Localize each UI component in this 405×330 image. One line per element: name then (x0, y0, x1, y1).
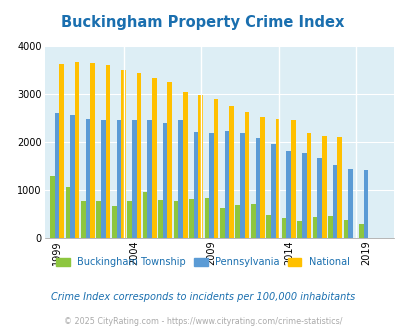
Bar (143, 192, 147, 238)
Bar (70, 115, 75, 238)
Bar (363, 170, 367, 238)
Bar (158, 200, 162, 238)
Bar (178, 120, 183, 238)
Bar (317, 158, 321, 238)
Bar (321, 136, 326, 238)
Bar (121, 70, 126, 238)
Bar (105, 65, 110, 238)
Bar (189, 199, 193, 238)
Bar (112, 206, 116, 238)
Bar (136, 73, 141, 238)
Bar (132, 120, 136, 238)
Bar (358, 224, 363, 238)
Bar (50, 176, 55, 238)
Bar (220, 208, 224, 238)
Bar (343, 220, 347, 238)
Bar (266, 214, 270, 238)
Bar (286, 150, 290, 238)
Bar (162, 123, 167, 238)
Bar (65, 187, 70, 238)
Text: © 2025 CityRating.com - https://www.cityrating.com/crime-statistics/: © 2025 CityRating.com - https://www.city… (64, 317, 341, 326)
Bar (347, 169, 352, 238)
Bar (250, 204, 255, 238)
Bar (270, 144, 275, 238)
Bar (235, 205, 239, 238)
Bar (337, 137, 341, 238)
Bar (193, 132, 198, 238)
Bar (75, 62, 79, 238)
Bar (255, 138, 260, 238)
Bar (296, 221, 301, 238)
Bar (290, 120, 295, 238)
Bar (81, 201, 85, 238)
Bar (85, 119, 90, 238)
Bar (312, 216, 317, 238)
Bar (281, 217, 286, 238)
Bar (55, 113, 59, 238)
Bar (59, 64, 64, 238)
Bar (306, 133, 310, 238)
Bar (301, 153, 306, 238)
Bar (224, 131, 229, 238)
Bar (90, 63, 95, 238)
Bar (101, 120, 105, 238)
Bar (147, 120, 151, 238)
Bar (127, 201, 132, 238)
Bar (213, 99, 218, 238)
Bar (167, 82, 172, 238)
Bar (260, 117, 264, 238)
Bar (209, 133, 213, 238)
Bar (275, 119, 279, 238)
Bar (204, 198, 209, 238)
Text: Crime Index corresponds to incidents per 100,000 inhabitants: Crime Index corresponds to incidents per… (51, 292, 354, 302)
Bar (116, 120, 121, 238)
Bar (239, 133, 244, 238)
Text: Buckingham Property Crime Index: Buckingham Property Crime Index (61, 15, 344, 30)
Bar (183, 92, 187, 238)
Bar (229, 106, 233, 238)
Bar (96, 201, 101, 238)
Bar (173, 201, 178, 238)
Bar (151, 78, 156, 238)
Legend: Buckingham Township, Pennsylvania, National: Buckingham Township, Pennsylvania, Natio… (56, 257, 349, 267)
Bar (332, 165, 337, 238)
Bar (198, 95, 202, 238)
Bar (244, 112, 249, 238)
Bar (327, 215, 332, 238)
